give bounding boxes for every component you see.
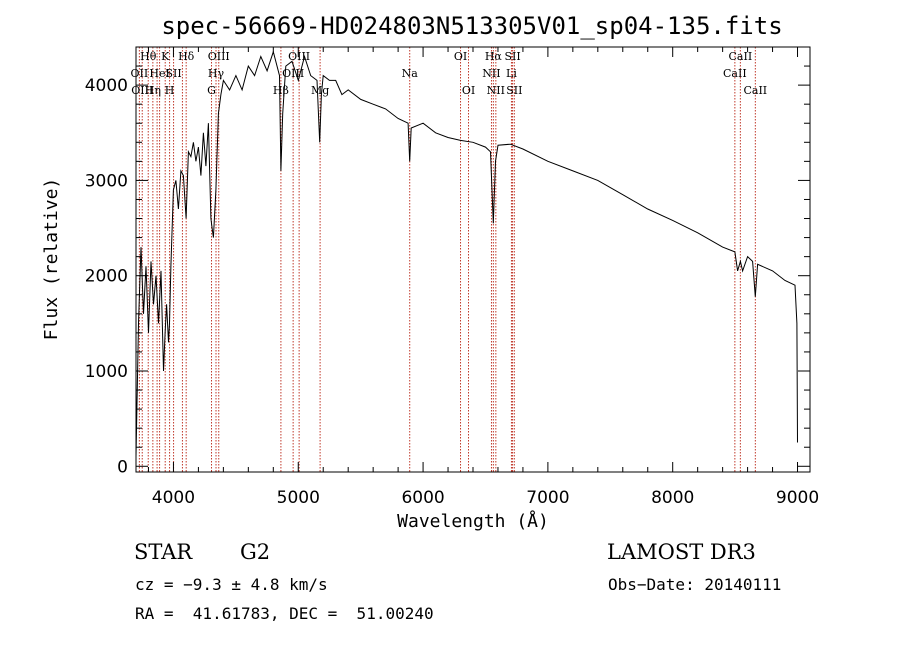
y-axis-ticks: 0 1000 2000 3000 4000 [85,46,810,477]
line-marker-label: Hγ [208,67,225,80]
line-marker-label: CaII [729,50,753,63]
x-tick-label: 8000 [651,488,694,508]
x-tick-label: 9000 [776,488,819,508]
x-axis-ticks: 4000 5000 6000 7000 8000 9000 [147,47,819,508]
line-marker-label: Hδ [178,50,195,63]
line-marker-label: SII [165,67,181,80]
line-marker-label: H [165,84,175,97]
y-tick-label: 3000 [85,171,128,191]
spectral-subclass: G2 [240,540,271,564]
object-type: STAR [134,540,193,564]
line-markers [138,47,756,472]
line-marker-label: NII [482,67,500,80]
line-marker-label: OIII [208,50,230,63]
y-tick-label: 2000 [85,267,128,287]
y-tick-label: 4000 [85,76,128,96]
x-tick-label: 4000 [152,488,195,508]
survey-name: LAMOST DR3 [607,540,756,564]
plot-frame [135,46,811,473]
line-marker-label: CaII [723,67,747,80]
line-marker-label: SII [506,84,522,97]
x-tick-label: 7000 [526,488,569,508]
line-marker-label: Li [506,67,517,80]
x-tick-label: 5000 [277,488,320,508]
line-marker-label: SII [504,50,520,63]
line-marker-label: K [161,50,170,63]
line-marker-label: Hα [485,50,503,63]
line-marker-label: OIII [282,67,304,80]
observation-date: Obs−Date: 20140111 [608,575,782,594]
line-marker-label: NII [487,84,505,97]
line-marker-label: CaII [743,84,767,97]
line-marker-label: Hθ [140,50,157,63]
coordinates: RA = 41.61783, DEC = 51.00240 [135,604,434,623]
line-marker-label: OII [131,67,149,80]
line-marker-label: OI [462,84,475,97]
spectrum-line [135,50,798,457]
line-marker-label: OIII [131,84,153,97]
line-marker-label: Hη [145,84,161,97]
y-tick-label: 0 [117,457,128,477]
line-marker-label: OIII [288,50,310,63]
line-marker-labels: OII OIII Hθ Hη HeI K H SII Hδ G Hγ OIII Hβ OIII OIII Mg… [131,50,768,97]
line-marker-label: OI [454,50,467,63]
chart-title: spec-56669-HD024803N513305V01_sp04-135.f… [161,12,782,40]
line-marker-label: Na [402,67,419,80]
x-tick-label: 6000 [401,488,444,508]
line-marker-label: HeI [149,67,169,80]
redshift-cz: cz = −9.3 ± 4.8 km/s [135,575,328,594]
x-axis-label: Wavelength (Å) [397,510,549,532]
y-tick-label: 1000 [85,362,128,382]
line-marker-label: G [207,84,216,97]
line-marker-label: Hβ [273,84,289,97]
line-marker-label: Mg [311,84,329,97]
y-axis-label: Flux (relative) [41,178,62,341]
